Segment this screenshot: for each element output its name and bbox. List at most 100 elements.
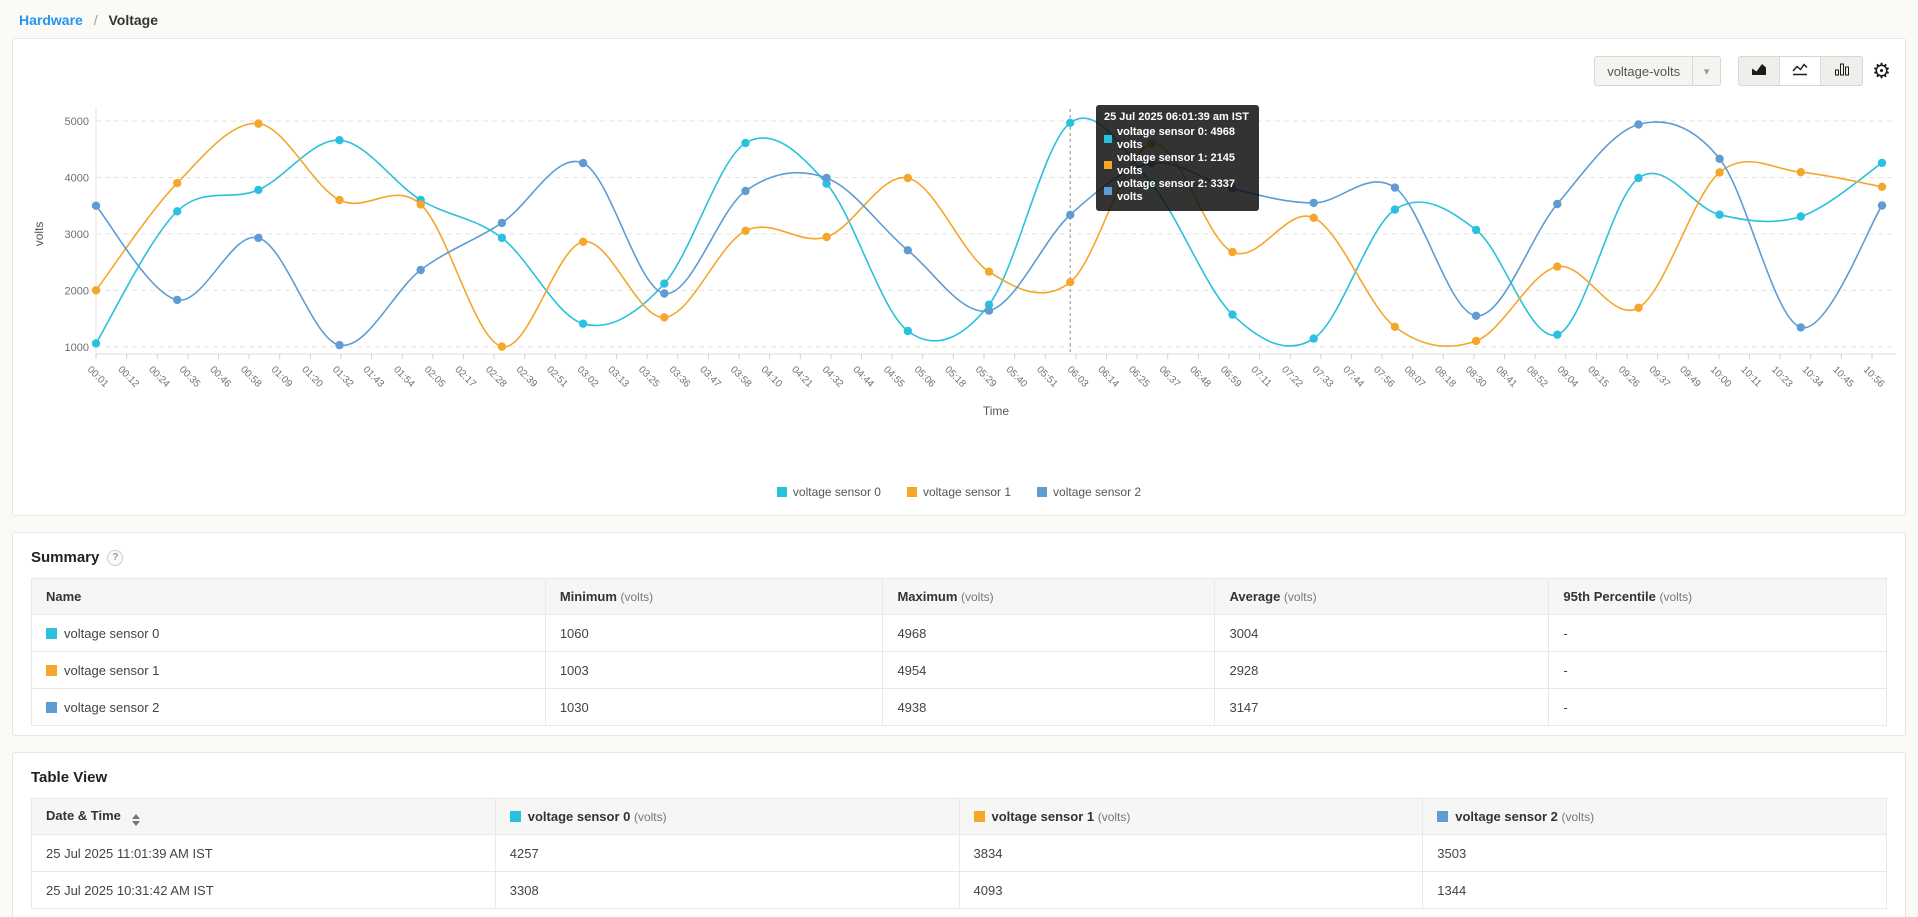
data-point-voltage-sensor-2[interactable] xyxy=(578,158,588,168)
data-point-voltage-sensor-2[interactable] xyxy=(903,246,912,255)
data-point-voltage-sensor-2[interactable] xyxy=(741,186,750,196)
breadcrumb-link-hardware[interactable]: Hardware xyxy=(19,12,83,28)
data-point-voltage-sensor-1[interactable] xyxy=(254,119,263,128)
data-point-voltage-sensor-2[interactable] xyxy=(1715,154,1724,163)
data-point-voltage-sensor-2[interactable] xyxy=(1390,183,1400,192)
voltage-value-cell: 1344 xyxy=(1422,871,1887,909)
summary-value-cell: 1060 xyxy=(544,614,884,652)
summary-value-cell: 3004 xyxy=(1214,614,1550,652)
bar-chart-button[interactable] xyxy=(1821,57,1862,85)
x-axis-tick-label: 10:56 xyxy=(1861,364,1887,390)
data-point-voltage-sensor-2[interactable] xyxy=(416,265,425,275)
voltage-line-chart[interactable]: 1000 2000 3000 4000 5000 00:01 00:12 00:24 00:35… xyxy=(13,39,1907,439)
data-point-voltage-sensor-1[interactable] xyxy=(91,286,101,295)
data-point-voltage-sensor-0[interactable] xyxy=(173,207,182,216)
data-point-voltage-sensor-2[interactable] xyxy=(1796,323,1806,332)
data-point-voltage-sensor-0[interactable] xyxy=(741,138,750,148)
data-point-voltage-sensor-2[interactable] xyxy=(254,233,263,243)
data-point-voltage-sensor-0[interactable] xyxy=(1390,205,1400,214)
x-axis-tick-label: 07:22 xyxy=(1279,364,1305,390)
data-point-voltage-sensor-0[interactable] xyxy=(984,300,994,309)
data-point-voltage-sensor-1[interactable] xyxy=(822,232,831,242)
data-point-voltage-sensor-0[interactable] xyxy=(903,326,912,336)
data-point-voltage-sensor-1[interactable] xyxy=(1066,278,1075,287)
data-point-voltage-sensor-1[interactable] xyxy=(1228,247,1237,257)
legend-item-voltage-sensor-1[interactable]: voltage sensor 1 xyxy=(906,485,1011,499)
data-point-voltage-sensor-0[interactable] xyxy=(1553,330,1562,339)
sensor-color-swatch xyxy=(46,701,57,713)
data-point-voltage-sensor-1[interactable] xyxy=(741,226,750,235)
data-point-voltage-sensor-2[interactable] xyxy=(497,218,507,228)
x-axis-tick-label: 01:32 xyxy=(330,364,356,390)
data-point-voltage-sensor-2[interactable] xyxy=(173,295,182,305)
data-point-voltage-sensor-0[interactable] xyxy=(1634,173,1643,183)
data-point-voltage-sensor-0[interactable] xyxy=(1228,310,1237,319)
metric-dropdown[interactable]: voltage-volts ▾ xyxy=(1594,56,1722,86)
data-point-voltage-sensor-1[interactable] xyxy=(173,178,182,188)
summary-column-header: 95th Percentile (volts) xyxy=(1548,578,1887,615)
data-point-voltage-sensor-1[interactable] xyxy=(1309,213,1318,222)
sensor-color-swatch xyxy=(509,811,521,822)
table-view-column-header[interactable]: Date & Time xyxy=(31,798,496,835)
table-view-panel: Table View Date & Time voltage sensor 0 … xyxy=(12,752,1906,917)
data-point-voltage-sensor-1[interactable] xyxy=(1553,262,1562,271)
data-point-voltage-sensor-1[interactable] xyxy=(903,173,912,183)
x-axis-tick-label: 04:55 xyxy=(881,364,907,390)
data-point-voltage-sensor-2[interactable] xyxy=(660,289,669,298)
data-point-voltage-sensor-1[interactable] xyxy=(335,195,344,205)
data-point-voltage-sensor-0[interactable] xyxy=(1471,225,1481,235)
area-chart-button[interactable] xyxy=(1739,57,1781,85)
x-axis-tick-label: 02:17 xyxy=(452,364,478,390)
data-point-voltage-sensor-0[interactable] xyxy=(1796,212,1806,221)
legend-item-voltage-sensor-2[interactable]: voltage sensor 2 xyxy=(1037,485,1141,499)
data-point-voltage-sensor-1[interactable] xyxy=(1715,168,1724,177)
data-point-voltage-sensor-1[interactable] xyxy=(578,237,588,246)
data-point-voltage-sensor-0[interactable] xyxy=(1715,210,1724,219)
tooltip-timestamp: 25 Jul 2025 06:01:39 am IST xyxy=(1104,111,1249,123)
data-point-voltage-sensor-0[interactable] xyxy=(660,279,669,288)
x-axis-tick-label: 03:36 xyxy=(667,364,693,390)
data-point-voltage-sensor-2[interactable] xyxy=(91,201,101,210)
data-point-voltage-sensor-0[interactable] xyxy=(1309,334,1318,343)
bar-chart-icon xyxy=(1834,62,1850,81)
data-point-voltage-sensor-2[interactable] xyxy=(1471,311,1481,320)
sensor-color-swatch xyxy=(1437,811,1449,822)
data-point-voltage-sensor-1[interactable] xyxy=(660,313,669,322)
data-point-voltage-sensor-1[interactable] xyxy=(984,267,994,276)
data-point-voltage-sensor-0[interactable] xyxy=(1877,158,1887,168)
data-point-voltage-sensor-0[interactable] xyxy=(254,185,263,195)
y-axis-tick-label: 3000 xyxy=(65,229,89,241)
x-axis-tick-label: 07:56 xyxy=(1371,364,1397,390)
data-point-voltage-sensor-1[interactable] xyxy=(1877,182,1887,191)
x-axis-tick-label: 05:40 xyxy=(1003,364,1029,390)
data-point-voltage-sensor-2[interactable] xyxy=(984,306,994,315)
x-axis-tick-label: 07:11 xyxy=(1248,364,1273,389)
data-point-voltage-sensor-2[interactable] xyxy=(1877,201,1887,210)
data-point-voltage-sensor-2[interactable] xyxy=(1066,210,1075,220)
data-point-voltage-sensor-0[interactable] xyxy=(91,339,101,348)
data-point-voltage-sensor-0[interactable] xyxy=(497,233,507,243)
data-point-voltage-sensor-2[interactable] xyxy=(1309,198,1318,208)
summary-value-cell: 1030 xyxy=(544,688,884,726)
data-point-voltage-sensor-1[interactable] xyxy=(1796,168,1806,177)
legend-item-voltage-sensor-0[interactable]: voltage sensor 0 xyxy=(776,485,881,499)
data-point-voltage-sensor-2[interactable] xyxy=(1553,199,1562,209)
data-point-voltage-sensor-2[interactable] xyxy=(822,173,831,183)
gear-icon[interactable]: ⚙ xyxy=(1872,59,1891,83)
table-view-row: 25 Jul 2025 11:01:39 AM IST 4257 3834 3503 xyxy=(31,834,1887,872)
data-point-voltage-sensor-0[interactable] xyxy=(1066,118,1075,128)
sort-icon[interactable] xyxy=(131,813,140,826)
data-point-voltage-sensor-1[interactable] xyxy=(1390,322,1400,331)
data-point-voltage-sensor-1[interactable] xyxy=(497,342,507,351)
data-point-voltage-sensor-2[interactable] xyxy=(1634,120,1643,129)
x-axis-tick-label: 06:59 xyxy=(1218,364,1244,390)
line-chart-button[interactable] xyxy=(1780,57,1822,85)
data-point-voltage-sensor-0[interactable] xyxy=(578,319,588,328)
data-point-voltage-sensor-0[interactable] xyxy=(335,136,344,145)
chart-legend: voltage sensor 0 voltage sensor 1 voltage … xyxy=(13,485,1905,499)
data-point-voltage-sensor-1[interactable] xyxy=(416,200,425,209)
data-point-voltage-sensor-2[interactable] xyxy=(335,340,344,350)
help-icon[interactable]: ? xyxy=(107,549,124,566)
data-point-voltage-sensor-1[interactable] xyxy=(1634,303,1643,312)
data-point-voltage-sensor-1[interactable] xyxy=(1471,336,1481,346)
